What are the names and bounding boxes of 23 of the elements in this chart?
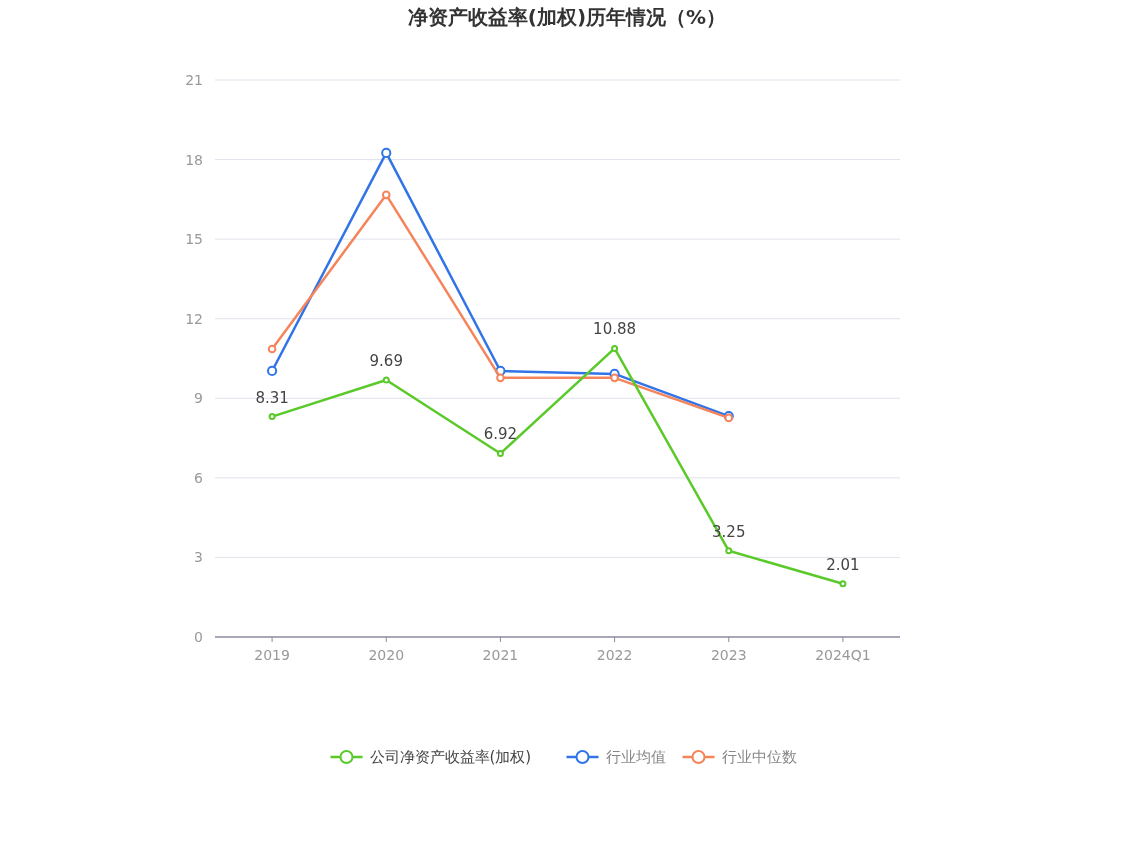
data-label: 10.88 [593, 320, 637, 339]
x-tick-label: 2021 [482, 647, 519, 663]
y-tick-label: 3 [194, 549, 203, 566]
data-label: 9.69 [369, 351, 403, 370]
y-tick-label: 12 [185, 310, 203, 327]
x-tick-label: 2022 [596, 647, 633, 663]
x-tick-label: 2024Q1 [815, 647, 871, 663]
y-tick-label: 15 [185, 231, 203, 248]
x-tick-label: 2023 [710, 647, 747, 663]
chart-title: 净资产收益率(加权)历年情况（%） [407, 5, 727, 29]
x-tick-label: 2019 [254, 647, 290, 663]
data-label: 2.01 [826, 555, 860, 574]
y-tick-label: 6 [194, 469, 204, 486]
legend-label: 行业中位数 [721, 748, 797, 766]
x-tick-label: 2020 [368, 647, 405, 663]
y-tick-label: 9 [194, 390, 203, 407]
legend-label: 公司净资产收益率(加权) [369, 748, 532, 766]
y-tick-label: 0 [194, 629, 203, 645]
legend-label: 行业均值 [605, 748, 666, 766]
data-label: 8.31 [255, 388, 289, 407]
y-tick-label: 21 [185, 72, 203, 88]
y-tick-label: 18 [185, 151, 203, 168]
data-label: 6.92 [483, 425, 518, 444]
